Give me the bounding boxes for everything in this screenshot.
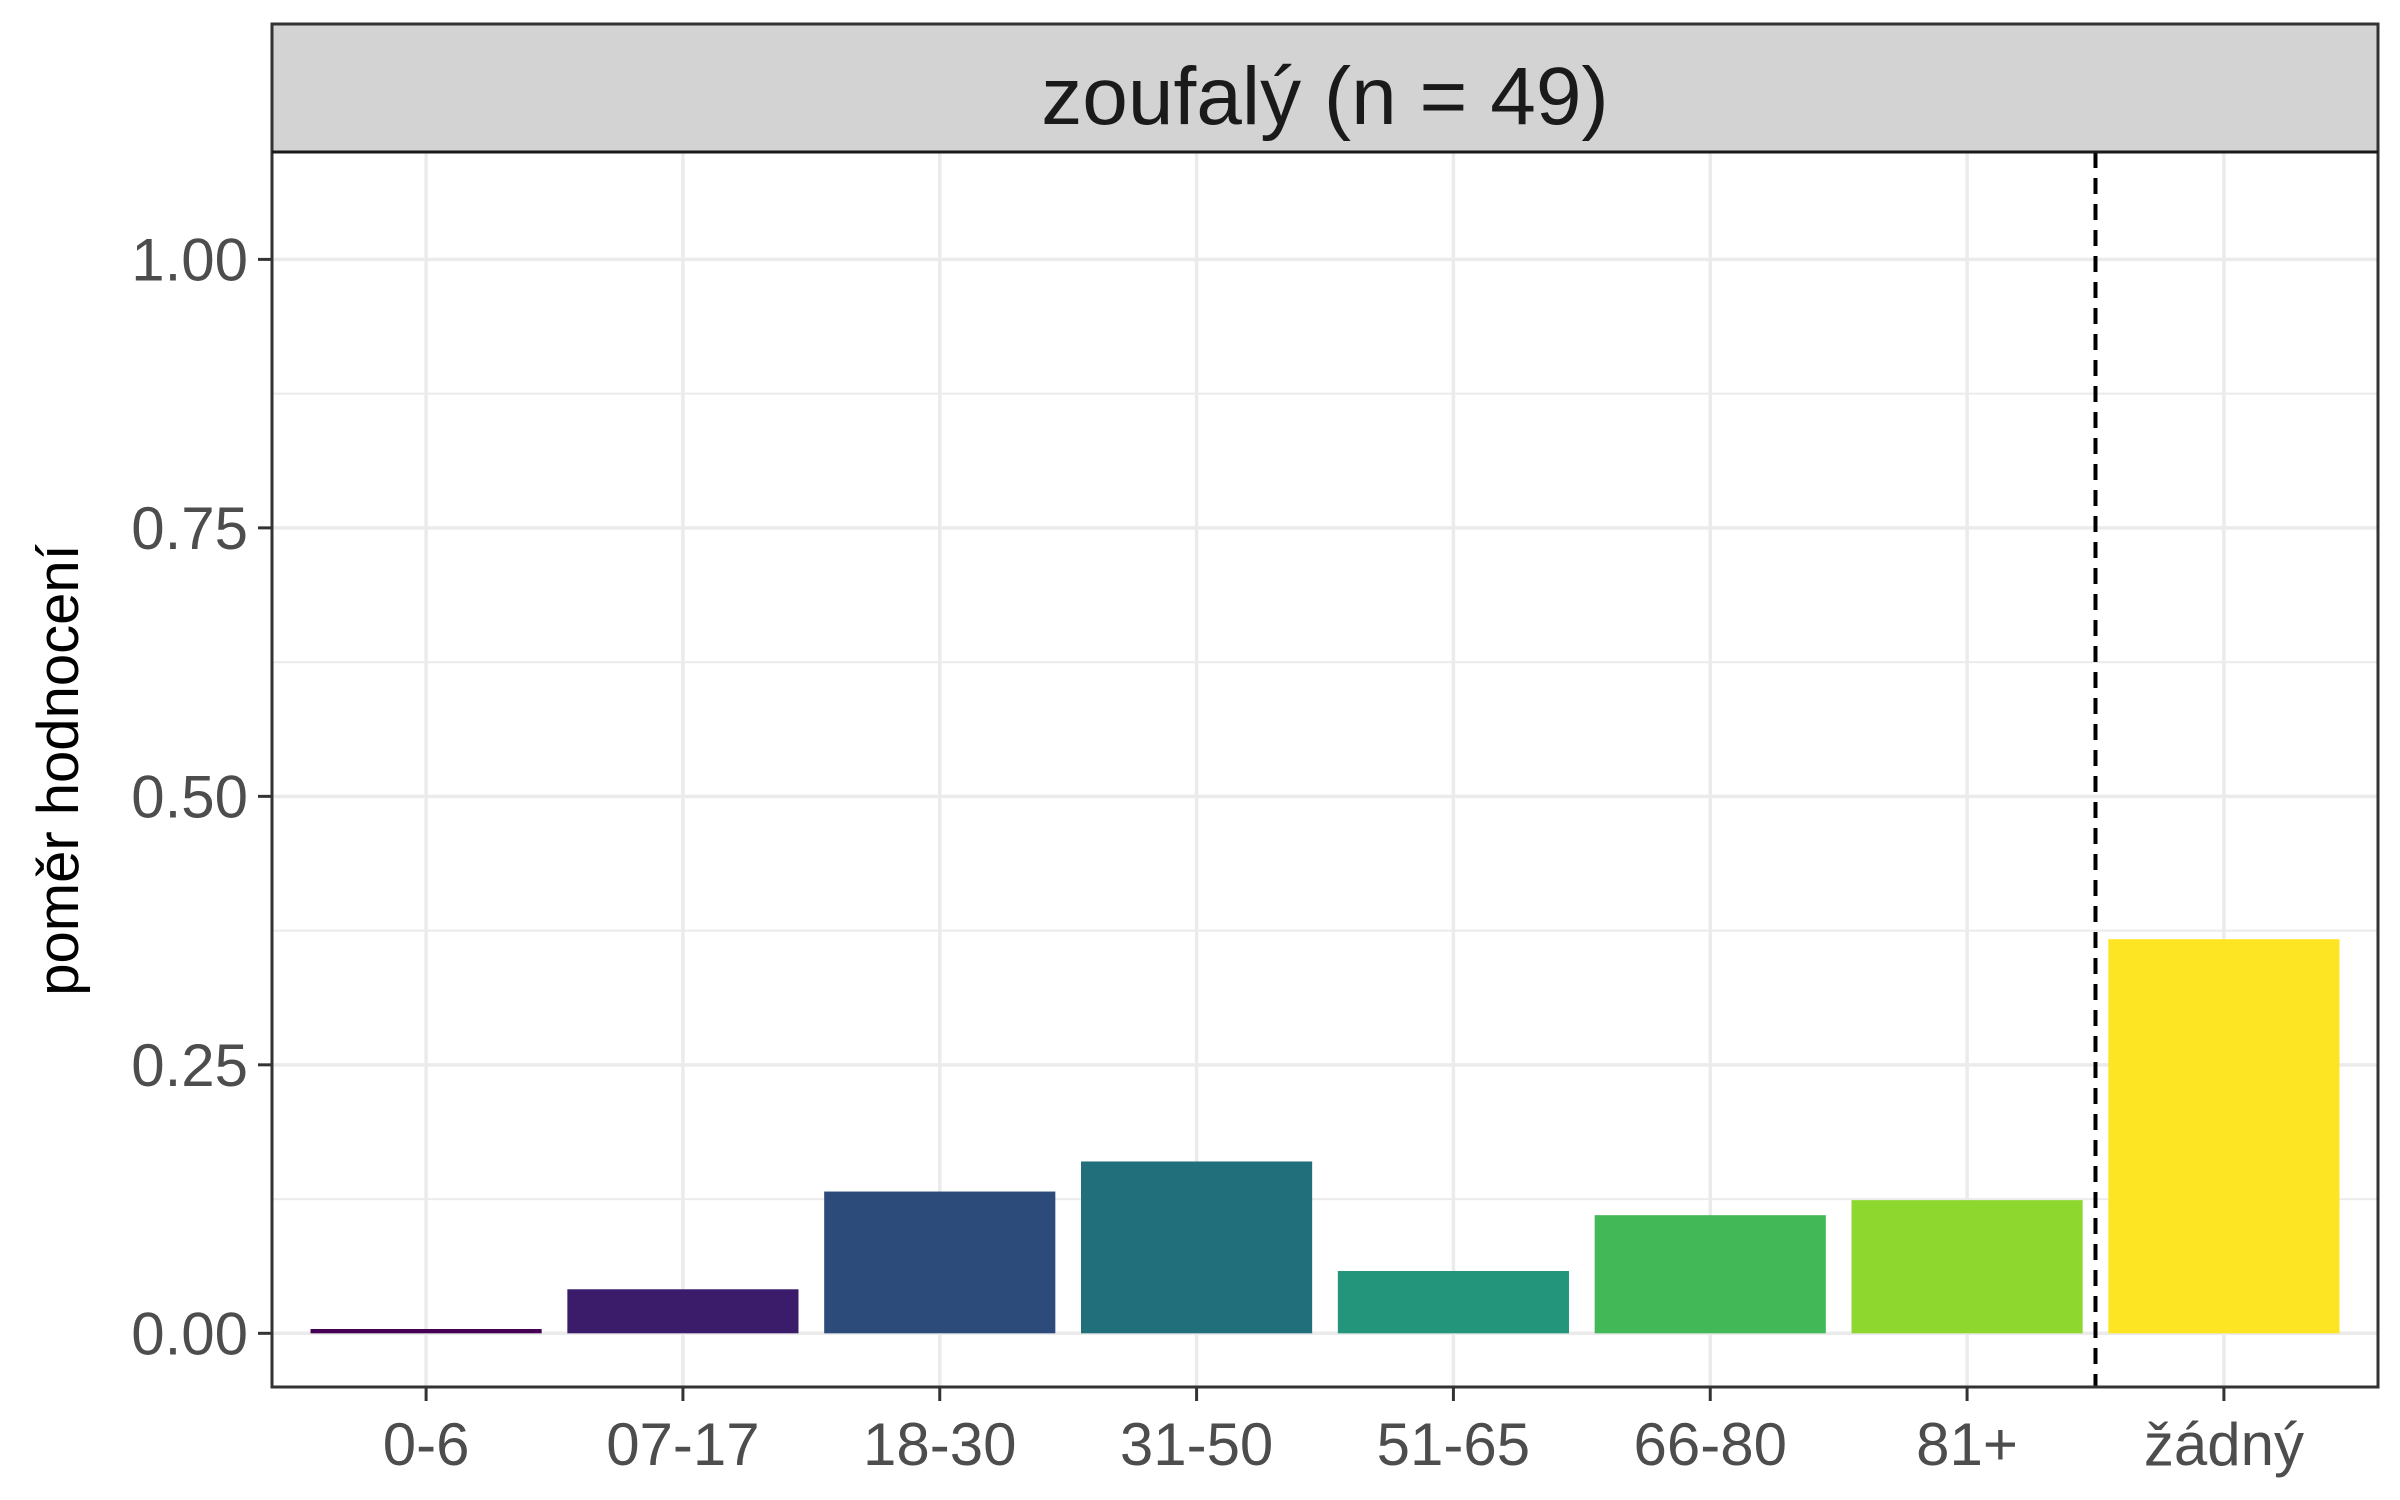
x-tick-label: 31-50 [1120, 1411, 1273, 1478]
bar-07-17 [567, 1289, 799, 1334]
bar-81+ [1851, 1200, 2083, 1334]
x-axis: 0-6 07-17 18-30 31-50 51-65 66-80 81+ žádný [383, 1387, 2304, 1478]
facet-title: zoufalý (n = 49) [1041, 51, 1608, 142]
x-tick-label: 66-80 [1634, 1411, 1787, 1478]
y-axis-title: poměr hodnocení [26, 544, 91, 995]
x-tick-label: 51-65 [1377, 1411, 1530, 1478]
bar-0-6 [310, 1329, 542, 1334]
bar-18-30 [824, 1191, 1056, 1334]
y-tick-label: 0.50 [131, 763, 248, 830]
x-tick-label: žádný [2144, 1411, 2304, 1478]
x-tick-label: 18-30 [863, 1411, 1016, 1478]
y-tick-label: 1.00 [131, 226, 248, 293]
y-axis: 0.00 0.25 0.50 0.75 1.00 [131, 226, 272, 1367]
bars [310, 939, 2340, 1334]
y-tick-label: 0.25 [131, 1032, 248, 1099]
x-tick-label: 07-17 [606, 1411, 759, 1478]
y-tick-label: 0.75 [131, 495, 248, 562]
bar-66-80 [1594, 1215, 1826, 1334]
y-tick-label: 0.00 [131, 1300, 248, 1367]
x-tick-label: 81+ [1916, 1411, 2018, 1478]
plot-panel [272, 152, 2378, 1387]
bar-51-65 [1337, 1271, 1569, 1334]
bar-31-50 [1081, 1161, 1313, 1334]
grid-lines [272, 152, 2378, 1387]
bar-žádný [2108, 939, 2340, 1334]
x-tick-label: 0-6 [383, 1411, 470, 1478]
facet-strip [270, 22, 2380, 154]
